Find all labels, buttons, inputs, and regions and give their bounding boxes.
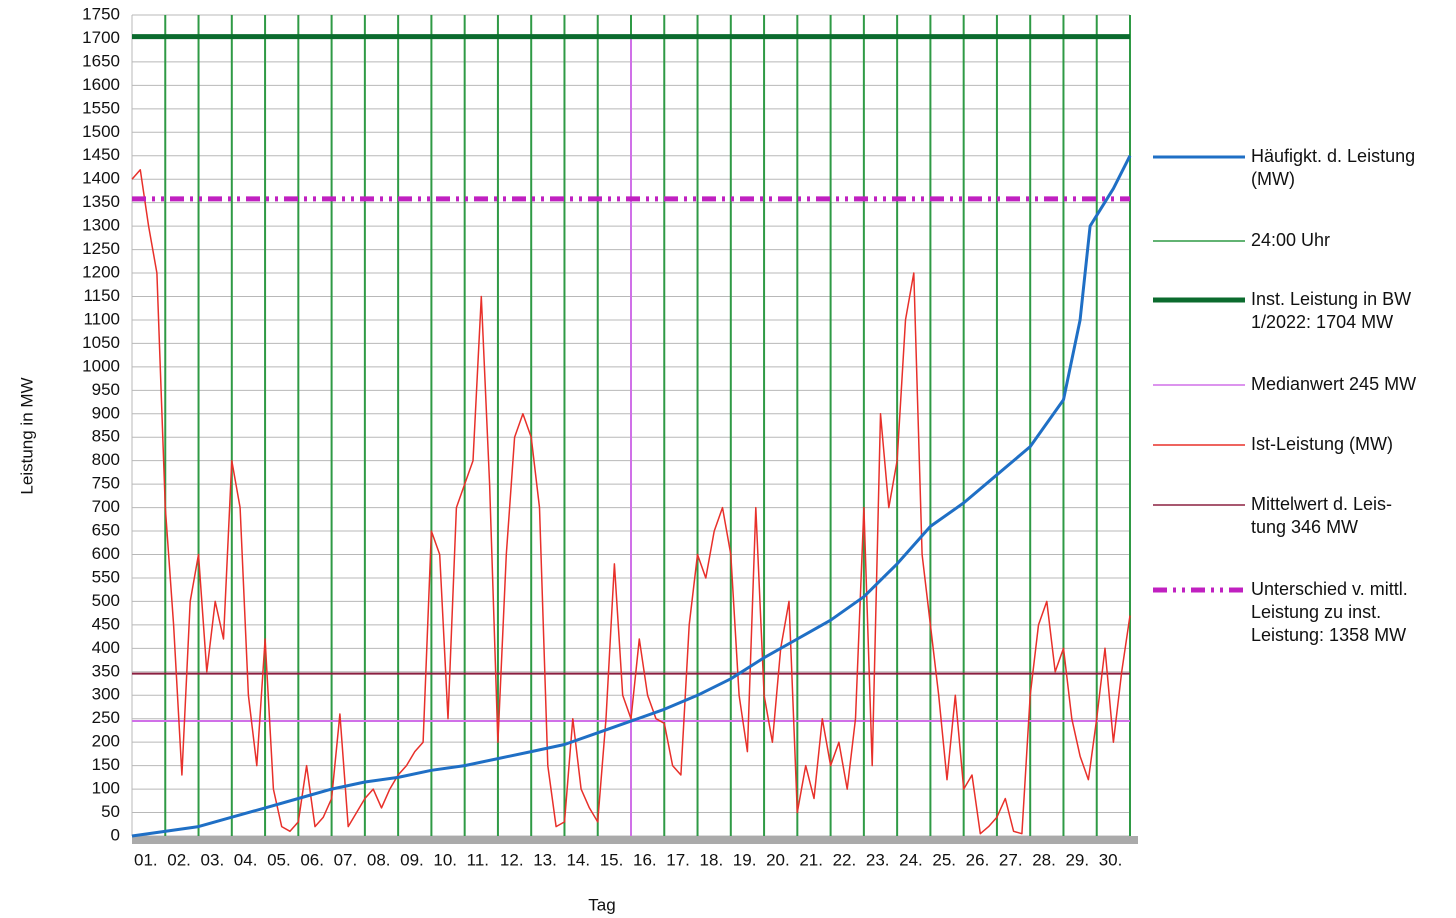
y-axis-label: Leistung in MW: [17, 377, 36, 494]
x-tick-label: 08.: [367, 850, 391, 869]
x-tick-label: 04.: [234, 850, 258, 869]
x-tick-label: 09.: [400, 850, 424, 869]
y-tick-label: 250: [92, 708, 120, 727]
y-tick-label: 300: [92, 685, 120, 704]
x-tick-label: 18.: [700, 850, 724, 869]
x-tick-label: 03.: [201, 850, 225, 869]
x-tick-label: 21.: [799, 850, 823, 869]
y-tick-label: 1450: [82, 145, 120, 164]
y-tick-label: 1350: [82, 192, 120, 211]
y-tick-label: 800: [92, 450, 120, 469]
x-tick-label: 27.: [999, 850, 1023, 869]
y-tick-label: 50: [101, 802, 120, 821]
y-tick-label: 450: [92, 614, 120, 633]
x-axis-band: [132, 836, 1138, 844]
y-tick-label: 350: [92, 661, 120, 680]
y-tick-label: 1750: [82, 4, 120, 23]
legend-label: 24:00 Uhr: [1251, 230, 1331, 250]
x-tick-label: 12.: [500, 850, 524, 869]
x-tick-label: 14.: [566, 850, 590, 869]
legend-label: Mittelwert d. Leis- tung 346 MW: [1251, 494, 1393, 537]
x-tick-label: 20.: [766, 850, 790, 869]
x-tick-label: 29.: [1065, 850, 1089, 869]
y-tick-label: 200: [92, 732, 120, 751]
x-tick-label: 30.: [1099, 850, 1123, 869]
y-tick-label: 1000: [82, 356, 120, 375]
y-tick-label: 1400: [82, 169, 120, 188]
y-tick-label: 500: [92, 591, 120, 610]
x-tick-label: 11.: [467, 850, 489, 869]
legend-label: Häufigkt. d. Leistung (MW): [1251, 146, 1416, 189]
legend-label: Unterschied v. mittl. Leistung zu inst. …: [1251, 579, 1408, 645]
y-tick-label: 750: [92, 474, 120, 493]
x-tick-label: 25.: [932, 850, 956, 869]
y-tick-label: 1200: [82, 263, 120, 282]
y-tick-label: 1650: [82, 51, 120, 70]
y-tick-label: 100: [92, 779, 120, 798]
x-tick-label: 07.: [334, 850, 358, 869]
y-tick-label: 1700: [82, 28, 120, 47]
x-tick-label: 16.: [633, 850, 657, 869]
y-tick-label: 150: [92, 755, 120, 774]
y-tick-label: 850: [92, 427, 120, 446]
x-tick-label: 22.: [833, 850, 857, 869]
y-tick-label: 550: [92, 567, 120, 586]
data-line: [131, 155, 1132, 838]
x-tick-label: 26.: [966, 850, 990, 869]
data-line: [131, 169, 1131, 835]
y-tick-label: 1150: [83, 286, 120, 305]
y-tick-label: 1600: [82, 75, 120, 94]
y-tick-label: 600: [92, 544, 120, 563]
x-tick-label: 02.: [167, 850, 191, 869]
legend-label: Ist-Leistung (MW): [1251, 434, 1394, 454]
x-tick-label: 13.: [533, 850, 557, 869]
x-tick-label: 06.: [300, 850, 324, 869]
x-axis-label: Tag: [588, 895, 615, 914]
legend-label: Inst. Leistung in BW 1/2022: 1704 MW: [1251, 289, 1412, 332]
x-tick-label: 01.: [134, 850, 158, 869]
x-tick-label: 10.: [433, 850, 457, 869]
x-tick-label: 17.: [666, 850, 690, 869]
y-tick-label: 0: [111, 825, 120, 844]
y-tick-label: 950: [92, 380, 120, 399]
x-tick-label: 19.: [733, 850, 757, 869]
y-tick-label: 1050: [82, 333, 120, 352]
y-tick-label: 1100: [83, 309, 120, 328]
y-tick-label: 1250: [82, 239, 120, 258]
y-tick-label: 900: [92, 403, 120, 422]
legend-label: Medianwert 245 MW: [1251, 374, 1417, 394]
y-tick-label: 1550: [82, 98, 120, 117]
y-tick-label: 1300: [82, 216, 120, 235]
y-tick-label: 700: [92, 497, 120, 516]
x-tick-label: 15.: [600, 850, 624, 869]
y-tick-label: 400: [92, 638, 120, 657]
y-tick-label: 1500: [82, 122, 120, 141]
x-tick-label: 23.: [866, 850, 890, 869]
x-tick-label: 24.: [899, 850, 923, 869]
x-tick-label: 05.: [267, 850, 291, 869]
y-tick-label: 650: [92, 521, 120, 540]
x-tick-label: 28.: [1032, 850, 1056, 869]
